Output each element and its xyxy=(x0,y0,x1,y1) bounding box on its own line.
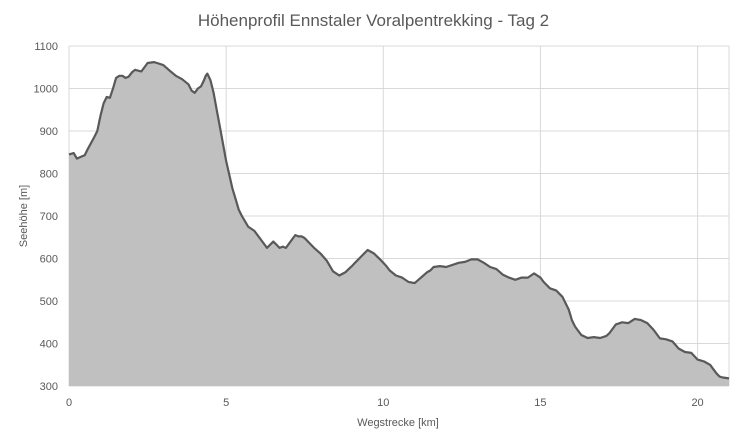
tick-labels: 300 400 500 600 700 800 900 1000 1100 0 5 10 15 20 xyxy=(34,41,704,409)
y-tick-label-600: 600 xyxy=(40,254,58,266)
y-tick-label-800: 800 xyxy=(40,169,58,181)
y-tick-label-300: 300 xyxy=(40,381,58,393)
y-tick-label-900: 900 xyxy=(40,126,58,138)
x-tick-label-10: 10 xyxy=(377,397,389,409)
y-tick-label-500: 500 xyxy=(40,296,58,308)
x-tick-label-5: 5 xyxy=(223,397,229,409)
y-axis-label: Seehöhe [m] xyxy=(18,185,30,247)
x-tick-label-0: 0 xyxy=(66,397,72,409)
y-tick-label-700: 700 xyxy=(40,211,58,223)
x-tick-label-20: 20 xyxy=(691,397,703,409)
x-tick-label-15: 15 xyxy=(534,397,546,409)
y-tick-label-1100: 1100 xyxy=(34,41,58,53)
y-tick-label-1000: 1000 xyxy=(34,84,58,96)
elevation-line xyxy=(68,60,730,380)
y-tick-label-400: 400 xyxy=(40,339,58,351)
elevation-area xyxy=(69,62,729,386)
x-axis-label: Wegstrecke [km] xyxy=(357,417,439,429)
chart-title: Höhenprofil Ennstaler Voralpentrekking -… xyxy=(198,11,549,30)
plot-area xyxy=(68,60,730,386)
